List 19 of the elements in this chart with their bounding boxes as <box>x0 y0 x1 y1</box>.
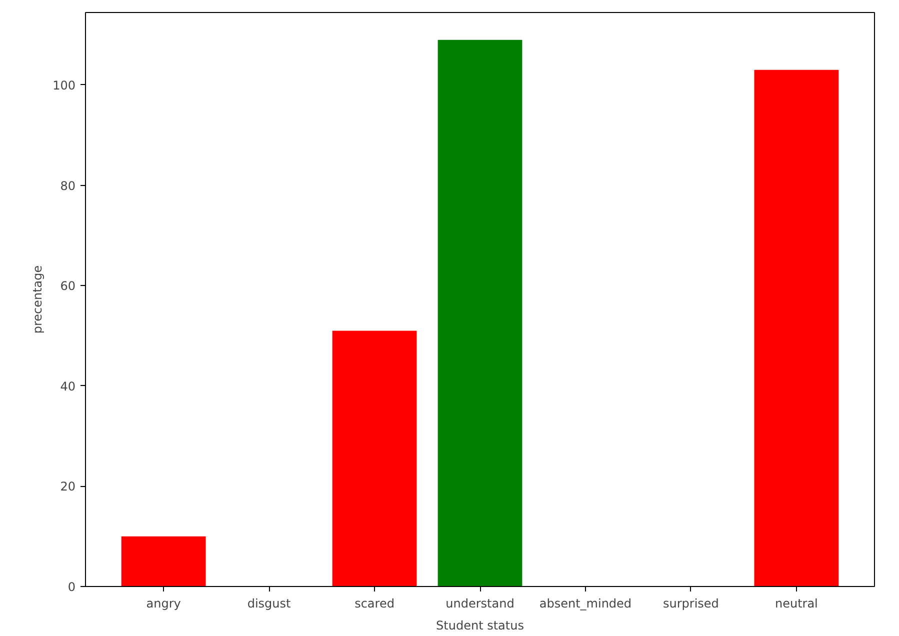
y-tick-label: 60 <box>60 279 76 294</box>
y-tick-label: 0 <box>68 580 76 594</box>
x-tick-label: disgust <box>247 596 292 610</box>
y-axis-title: precentage <box>30 265 45 334</box>
bar <box>332 330 417 586</box>
x-tick-label: angry <box>146 596 181 610</box>
bar <box>121 536 206 586</box>
y-tick-label: 80 <box>60 178 76 193</box>
bar <box>754 70 839 586</box>
y-tick-label: 40 <box>60 379 76 394</box>
x-tick-label: neutral <box>774 596 818 610</box>
x-tick-label: absent_minded <box>539 596 632 610</box>
x-axis-title: Student status <box>436 618 524 632</box>
bar <box>438 40 522 586</box>
x-tick-label: understand <box>446 596 514 610</box>
x-tick-label: scared <box>354 596 394 610</box>
y-tick-label: 20 <box>60 480 76 494</box>
y-tick-label: 100 <box>52 78 76 92</box>
x-tick-label: surprised <box>663 596 719 610</box>
